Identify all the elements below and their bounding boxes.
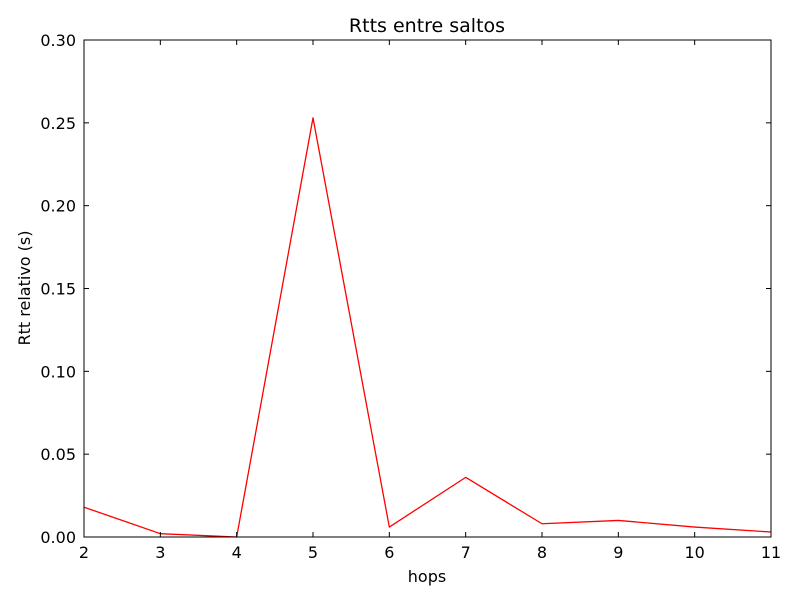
- y-tick-label-3: 0.15: [40, 280, 76, 299]
- x-tick-label-6: 8: [537, 543, 547, 562]
- x-tick-label-9: 11: [761, 543, 781, 562]
- series-line-0: [83, 117, 772, 538]
- chart-title: Rtts entre saltos: [349, 15, 505, 37]
- x-tick-label-4: 6: [384, 543, 394, 562]
- y-tick-label-2: 0.10: [40, 362, 76, 381]
- x-tick-label-5: 7: [461, 543, 471, 562]
- x-tick-label-2: 4: [232, 543, 242, 562]
- x-tick-label-3: 5: [308, 543, 318, 562]
- y-tick-label-5: 0.25: [40, 114, 76, 133]
- plot-area: 2 3 4 5 6 7 8 9 10 11 0.00 0.05 0.10 0.15 0.20 0.25 0.30: [40, 31, 781, 562]
- x-tick-label-0: 2: [79, 543, 89, 562]
- y-tick-label-6: 0.30: [40, 31, 76, 50]
- y-tick-label-4: 0.20: [40, 197, 76, 216]
- y-axis-label: Rtt relativo (s): [15, 231, 34, 346]
- plot-frame: [83, 39, 772, 538]
- y-tick-label-1: 0.05: [40, 445, 76, 464]
- x-tick-label-1: 3: [155, 543, 165, 562]
- x-axis-label: hops: [408, 567, 446, 586]
- y-tick-label-0: 0.00: [40, 528, 76, 547]
- x-tick-label-7: 9: [613, 543, 623, 562]
- x-tick-label-8: 10: [684, 543, 704, 562]
